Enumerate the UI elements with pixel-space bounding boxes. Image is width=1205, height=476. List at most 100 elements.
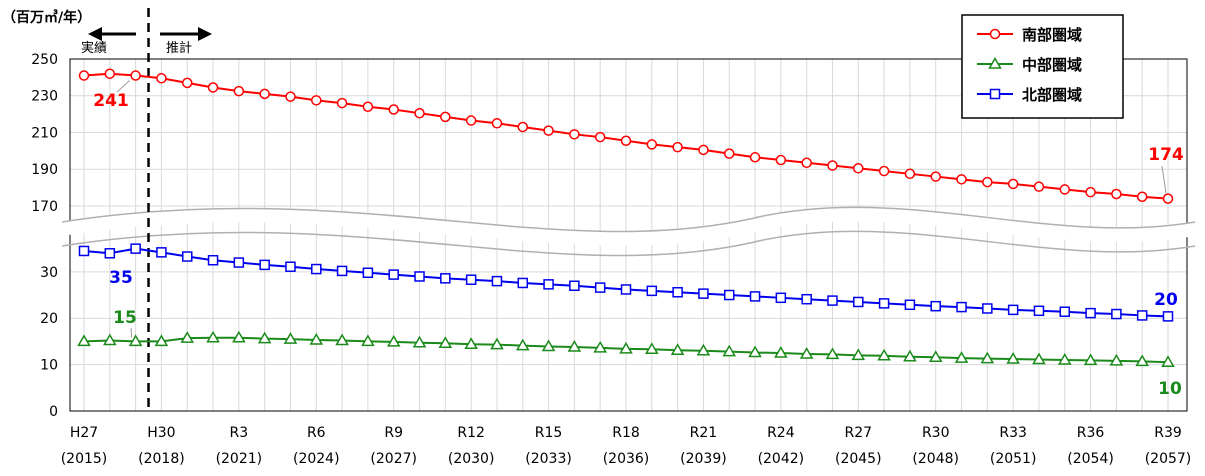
data-point (1162, 193, 1174, 204)
x-tick-label-era: R21 (690, 425, 718, 441)
data-point (749, 152, 761, 163)
data-point (414, 107, 425, 119)
data-point (827, 160, 838, 171)
data-point (1007, 178, 1019, 190)
data-point (1111, 308, 1122, 320)
data-point (593, 340, 607, 353)
data-point (877, 348, 891, 361)
data-point (645, 342, 659, 355)
legend-entry: 中部圏域 (1022, 56, 1082, 74)
data-point (801, 157, 812, 169)
data-point (232, 330, 246, 343)
data-point (440, 273, 451, 284)
data-point (259, 259, 270, 271)
data-point (1162, 311, 1174, 322)
data-point (414, 271, 425, 282)
x-tick-label-era: R30 (922, 425, 950, 441)
x-tick-label-year: (2048) (912, 451, 959, 467)
data-point (78, 70, 90, 81)
x-tick-label-year: (2057) (1145, 451, 1192, 467)
x-tick-label-era: R24 (767, 425, 795, 441)
data-point (620, 284, 632, 295)
data-point (620, 135, 632, 146)
data-point (1006, 352, 1020, 364)
data-point (723, 289, 735, 301)
data-labels: 241 174 15 10 35 20 (93, 80, 1184, 399)
data-point (569, 129, 580, 140)
data-point (259, 88, 270, 100)
y-tick-label: 0 (49, 404, 58, 420)
data-label: 20 (1154, 290, 1178, 310)
annotations: （百万㎥/年） 実績 推計 (2, 9, 212, 56)
data-point (206, 330, 220, 343)
data-point (1059, 306, 1071, 317)
data-point (440, 111, 451, 123)
data-point (1161, 355, 1175, 368)
data-point (646, 139, 658, 150)
data-point (594, 131, 606, 143)
x-tick-label-era: R18 (612, 425, 640, 441)
x-tick-label-year: (2042) (758, 451, 805, 467)
data-point (696, 343, 711, 356)
data-point (128, 334, 143, 347)
data-point (1085, 307, 1096, 319)
y-tick-label: 170 (31, 199, 58, 215)
x-tick-label-era: R27 (845, 425, 873, 441)
data-point (336, 97, 348, 109)
data-point (775, 292, 787, 304)
actual-label: 実績 (81, 40, 107, 56)
data-point (853, 163, 864, 174)
ticks: 170 190 210 230 250 0 10 20 30 H27 (2015) H30 (2018)… (31, 52, 1191, 467)
data-point (1033, 181, 1045, 192)
data-point (181, 251, 193, 262)
data-point (748, 345, 762, 358)
series-group (77, 68, 1175, 368)
data-point (438, 336, 453, 349)
data-point (799, 346, 814, 359)
data-point (490, 337, 504, 350)
data-point (1032, 352, 1046, 365)
x-tick-label-year: (2045) (835, 451, 882, 467)
data-point (904, 299, 916, 311)
data-point (464, 337, 478, 349)
data-point (311, 263, 322, 275)
data-point (309, 333, 324, 345)
data-point (988, 57, 1002, 69)
data-point (388, 104, 399, 115)
data-point (78, 245, 90, 257)
data-point (543, 125, 554, 136)
data-label: 35 (109, 268, 133, 288)
x-tick-label-year: (2018) (138, 451, 185, 467)
x-tick-label-era: R39 (1154, 425, 1182, 441)
data-point (827, 295, 838, 306)
data-point (775, 154, 787, 166)
data-point (698, 288, 709, 299)
data-point (1135, 354, 1149, 367)
data-point (361, 334, 375, 347)
axis-break-line (61, 230, 1196, 257)
data-point (491, 275, 503, 287)
data-point (672, 141, 683, 153)
y-tick-label: 250 (31, 52, 58, 68)
data-point (646, 285, 658, 297)
data-point (569, 280, 580, 291)
data-point (517, 121, 529, 133)
x-tick-label-year: (2024) (293, 451, 340, 467)
data-point (207, 82, 219, 93)
data-point (982, 303, 993, 314)
data-point (154, 334, 169, 347)
data-point (517, 277, 529, 289)
data-point (362, 101, 374, 113)
x-tick-label-year: (2054) (1067, 451, 1114, 467)
data-point (257, 331, 272, 344)
y-tick-label: 30 (40, 265, 58, 281)
data-point (156, 247, 167, 258)
data-point (956, 174, 967, 185)
data-point (285, 91, 296, 102)
data-point (853, 296, 864, 308)
x-tick-label-year: (2036) (603, 451, 650, 467)
y-tick-label: 230 (31, 89, 58, 105)
data-point (1136, 191, 1148, 203)
x-tick-label-year: (2021) (216, 451, 263, 467)
axis-break-band (62, 207, 1195, 246)
